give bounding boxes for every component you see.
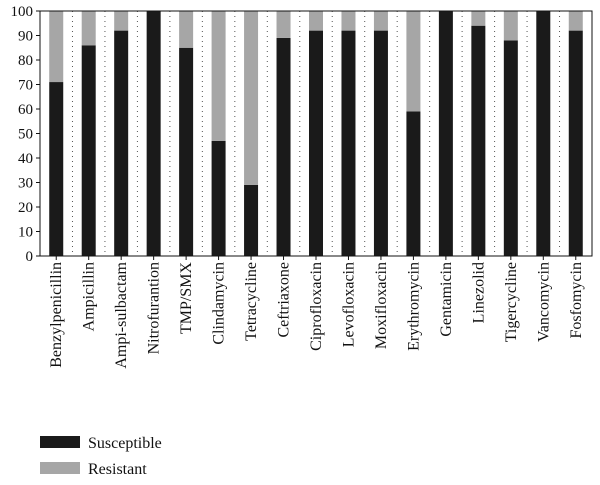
y-tick-label: 70 (18, 78, 33, 94)
bar-resistant-11 (373, 11, 388, 31)
axes (36, 10, 593, 260)
x-category-label: Ceftriaxone (276, 262, 293, 338)
x-category-label: Moxifloxacin (373, 262, 390, 349)
bar-susceptible-14 (471, 25, 486, 257)
x-category-label: Erythromycin (405, 262, 422, 351)
bar-resistant-6 (211, 11, 226, 141)
y-tick-label: 50 (18, 127, 33, 143)
bar-resistant-7 (244, 11, 259, 185)
bar-susceptible-5 (179, 47, 194, 256)
legend: Susceptible Resistant (40, 435, 162, 478)
bar-susceptible-15 (503, 40, 518, 257)
bar-resistant-10 (341, 11, 356, 31)
bar-susceptible-1 (49, 82, 64, 256)
bar-resistant-15 (503, 11, 518, 41)
x-category-label: Clindamycin (211, 262, 228, 345)
bar-susceptible-13 (438, 11, 453, 256)
y-tick-label: 60 (18, 102, 33, 118)
legend-label-resistant: Resistant (88, 461, 147, 478)
y-tick-label: 20 (18, 200, 33, 216)
x-category-label: Ampi-sulbactam (113, 261, 130, 368)
legend-swatch-susceptible (40, 436, 80, 448)
x-category-label: Ampicillin (81, 262, 98, 331)
bar-resistant-5 (179, 11, 194, 48)
x-category-label: Tetracycline (243, 262, 260, 341)
y-tick-label: 0 (26, 249, 34, 265)
grid-lines (71, 11, 561, 256)
legend-swatch-resistant (40, 462, 80, 474)
bar-susceptible-4 (146, 11, 161, 256)
x-category-label: Linezolid (470, 262, 487, 323)
x-category-label: Fosfomycin (568, 262, 585, 338)
bar-resistant-9 (309, 11, 323, 31)
bar-resistant-12 (406, 11, 421, 112)
y-tick-labels: 0 10 20 30 40 50 60 70 80 90 100 (11, 4, 34, 265)
bar-susceptible-11 (373, 30, 388, 256)
y-tick-label: 100 (11, 4, 34, 20)
y-tick-label: 90 (18, 29, 33, 45)
y-tick-label: 80 (18, 53, 33, 69)
x-category-labels: Benzylpenicillin Ampicillin Ampi-sulbactam… (48, 261, 585, 368)
bar-susceptible-9 (309, 30, 323, 256)
x-category-label: Benzylpenicillin (48, 262, 65, 368)
x-category-label: Vancomycin (535, 262, 552, 342)
legend-label-susceptible: Susceptible (88, 435, 162, 452)
bar-resistant-3 (114, 11, 129, 31)
bar-resistant-2 (81, 11, 96, 46)
bar-susceptible-17 (568, 30, 583, 256)
x-category-label: Levofloxacin (340, 262, 357, 347)
bar-susceptible-3 (114, 30, 129, 256)
bar-susceptible-8 (276, 37, 291, 257)
x-category-label: Nitrofurantion (146, 262, 163, 354)
x-category-label: Ciprofloxacin (308, 262, 325, 351)
bar-susceptible-10 (341, 30, 356, 256)
y-tick-label: 10 (18, 225, 33, 241)
x-category-label: Gentamicin (438, 262, 455, 337)
bar-resistant-8 (276, 11, 291, 38)
bar-susceptible-12 (406, 111, 421, 256)
bar-resistant-14 (471, 11, 486, 26)
bar-susceptible-6 (211, 140, 226, 256)
y-tick-label: 40 (18, 151, 33, 167)
bar-susceptible-16 (536, 11, 551, 256)
bar-susceptible-2 (81, 45, 96, 256)
x-category-label: Tigercycline (503, 262, 520, 342)
bar-resistant-1 (49, 11, 64, 83)
bars (49, 11, 583, 257)
bar-susceptible-7 (244, 184, 259, 256)
x-category-label: TMP/SMX (178, 262, 195, 334)
y-tick-label: 30 (18, 176, 33, 192)
bar-resistant-17 (568, 11, 583, 31)
